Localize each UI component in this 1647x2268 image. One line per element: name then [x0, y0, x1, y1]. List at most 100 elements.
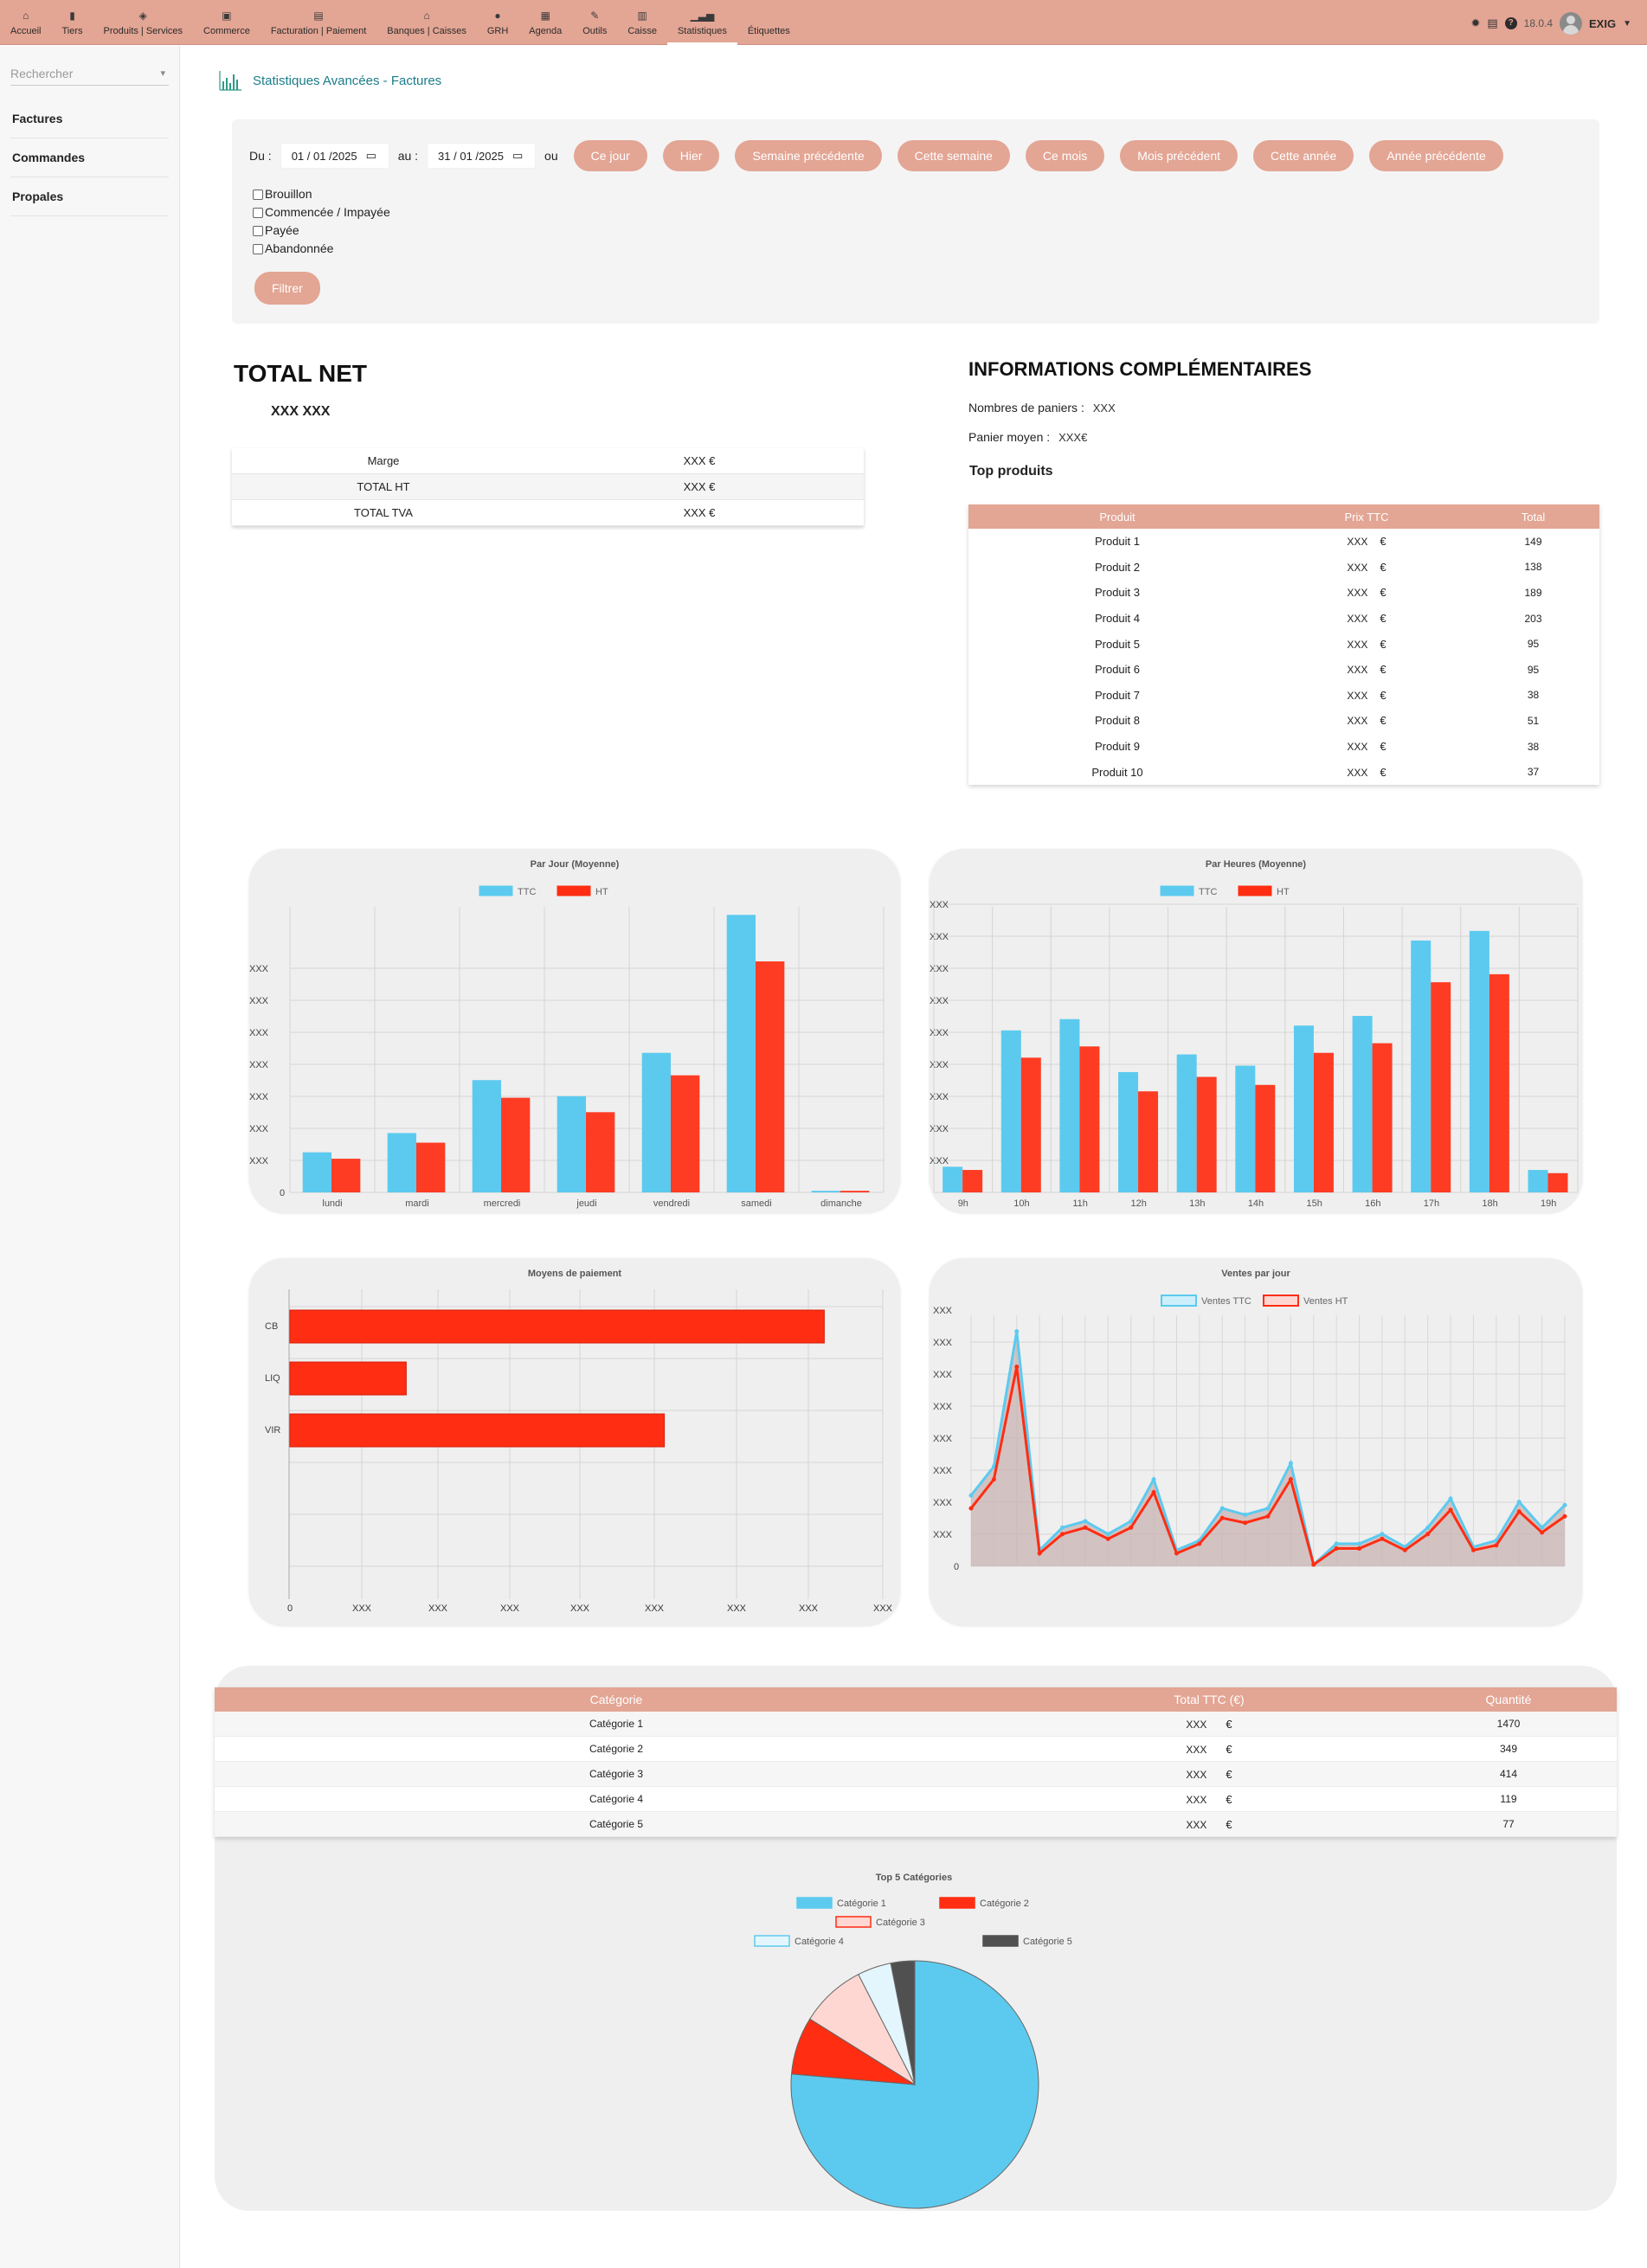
bar-ttc-13h[interactable]	[1176, 1054, 1197, 1192]
legend-swatch-categorie-3[interactable]	[835, 1916, 872, 1928]
sidebar-item-commandes[interactable]: Commandes	[10, 138, 169, 177]
search-select[interactable]: Rechercher	[10, 63, 169, 86]
status-checkbox[interactable]	[253, 207, 263, 218]
nav-item-statistiques[interactable]: ▁▃▅ Statistiques	[666, 0, 737, 45]
nav-item-produits-services[interactable]: ◈ Produits | Services	[93, 0, 194, 45]
nav-item-commerce[interactable]: ▣ Commerce	[193, 0, 261, 45]
point-ventes-ht[interactable]	[1380, 1536, 1385, 1541]
legend-swatch-categorie-1[interactable]	[796, 1897, 833, 1909]
point-ventes-ht[interactable]	[1357, 1546, 1362, 1552]
col-header-total[interactable]: Total	[1521, 510, 1546, 524]
bug-icon[interactable]: ✹	[1470, 16, 1481, 29]
bar-ht-19h[interactable]	[1547, 1173, 1568, 1192]
bar-ttc-vendredi[interactable]	[641, 1052, 672, 1192]
nav-item-agenda[interactable]: ▦ Agenda	[518, 0, 572, 45]
quick-range-cette-annee[interactable]: Cette année	[1253, 140, 1354, 171]
point-ventes-ttc[interactable]	[1334, 1541, 1339, 1546]
point-ventes-ht[interactable]	[1540, 1530, 1545, 1535]
legend-swatch-categorie-5[interactable]	[982, 1935, 1019, 1947]
col-header-prix[interactable]: Prix TTC	[1344, 510, 1389, 524]
date-to-input[interactable]: 31 / 01 /2025 ▭	[427, 143, 537, 169]
bar-ht-11h[interactable]	[1079, 1046, 1100, 1192]
pie-slice-categorie-1[interactable]	[790, 1960, 1039, 2209]
point-ventes-ht[interactable]	[1425, 1532, 1431, 1537]
sidebar-item-factures[interactable]: Factures	[10, 100, 169, 138]
point-ventes-ht[interactable]	[1288, 1477, 1293, 1482]
point-ventes-ht[interactable]	[991, 1477, 996, 1482]
bar-payment-cb[interactable]	[289, 1309, 825, 1344]
bar-ht-10h[interactable]	[1020, 1057, 1041, 1192]
point-ventes-ht[interactable]	[1402, 1547, 1407, 1552]
point-ventes-ht[interactable]	[1311, 1562, 1316, 1567]
point-ventes-ttc[interactable]	[1425, 1525, 1431, 1530]
bar-ht-14h[interactable]	[1255, 1084, 1276, 1192]
point-ventes-ht[interactable]	[1219, 1515, 1225, 1520]
bar-ttc-dimanche[interactable]	[811, 1191, 841, 1192]
status-checkbox[interactable]	[253, 243, 263, 254]
calendar-icon[interactable]: ▭	[511, 149, 524, 162]
point-ventes-ht[interactable]	[1105, 1536, 1110, 1541]
point-ventes-ht[interactable]	[1151, 1489, 1156, 1494]
legend-swatch-ht[interactable]	[557, 885, 591, 896]
nav-item-tiers[interactable]: ▮ Tiers	[51, 0, 93, 45]
legend-swatch-categorie-4[interactable]	[754, 1935, 790, 1947]
bar-ttc-lundi[interactable]	[302, 1152, 332, 1192]
point-ventes-ttc[interactable]	[968, 1493, 974, 1498]
pie-slice-categorie-5[interactable]	[890, 1960, 916, 2085]
bar-ttc-9h[interactable]	[943, 1166, 963, 1192]
bar-ht-lundi[interactable]	[331, 1159, 361, 1192]
bar-payment-liq[interactable]	[289, 1361, 407, 1396]
legend-swatch-ventes-ht[interactable]	[1263, 1295, 1299, 1307]
bar-ht-9h[interactable]	[962, 1170, 983, 1192]
print-icon[interactable]: ▤	[1487, 16, 1498, 29]
point-ventes-ht[interactable]	[1516, 1509, 1522, 1514]
help-icon[interactable]: ?	[1504, 17, 1517, 29]
legend-swatch-categorie-2[interactable]	[939, 1897, 975, 1909]
legend-swatch-ttc[interactable]	[1160, 885, 1194, 896]
point-ventes-ttc[interactable]	[1357, 1541, 1362, 1546]
point-ventes-ttc[interactable]	[1151, 1477, 1156, 1482]
quick-range-annee-precedente[interactable]: Année précédente	[1369, 140, 1503, 171]
nav-item-outils[interactable]: ✎ Outils	[572, 0, 617, 45]
point-ventes-ht[interactable]	[1083, 1525, 1088, 1530]
nav-item-accueil[interactable]: ⌂ Accueil	[0, 0, 51, 45]
status-checkbox[interactable]	[253, 225, 263, 236]
avatar[interactable]	[1560, 12, 1583, 35]
bar-ht-jeudi[interactable]	[586, 1112, 615, 1192]
point-ventes-ht[interactable]	[1470, 1547, 1476, 1552]
point-ventes-ht[interactable]	[1494, 1543, 1499, 1548]
bar-ht-13h[interactable]	[1196, 1076, 1217, 1192]
legend-swatch-ht[interactable]	[1238, 885, 1272, 896]
legend-swatch-ventes-ttc[interactable]	[1161, 1295, 1197, 1307]
bar-ht-18h[interactable]	[1489, 973, 1509, 1192]
calendar-icon[interactable]: ▭	[365, 149, 376, 162]
bar-ttc-15h[interactable]	[1293, 1025, 1314, 1192]
bar-ht-mardi[interactable]	[416, 1142, 446, 1192]
filter-button[interactable]: Filtrer	[254, 272, 320, 305]
status-checkbox[interactable]	[253, 189, 263, 200]
point-ventes-ht[interactable]	[1014, 1364, 1020, 1369]
point-ventes-ht[interactable]	[1129, 1525, 1134, 1530]
bar-ttc-mercredi[interactable]	[472, 1080, 502, 1192]
col-header-categorie[interactable]: Catégorie	[589, 1693, 643, 1706]
bar-ht-mercredi[interactable]	[501, 1097, 531, 1192]
point-ventes-ttc[interactable]	[1243, 1513, 1248, 1518]
point-ventes-ht[interactable]	[1448, 1507, 1453, 1513]
point-ventes-ht[interactable]	[1243, 1520, 1248, 1526]
point-ventes-ttc[interactable]	[1060, 1525, 1065, 1530]
point-ventes-ht[interactable]	[1197, 1541, 1202, 1546]
bar-ttc-18h[interactable]	[1469, 930, 1489, 1192]
quick-range-ce-jour[interactable]: Ce jour	[573, 140, 647, 171]
bar-ttc-jeudi[interactable]	[557, 1095, 587, 1192]
point-ventes-ttc[interactable]	[1129, 1519, 1134, 1524]
bar-ht-17h[interactable]	[1431, 982, 1451, 1192]
quick-range-mois-precedent[interactable]: Mois précédent	[1120, 140, 1238, 171]
point-ventes-ttc[interactable]	[1014, 1329, 1020, 1334]
point-ventes-ht[interactable]	[1060, 1532, 1065, 1537]
point-ventes-ttc[interactable]	[1219, 1506, 1225, 1511]
point-ventes-ht[interactable]	[968, 1506, 974, 1511]
quick-range-cette-semaine[interactable]: Cette semaine	[897, 140, 1010, 171]
bar-payment-vir[interactable]	[289, 1413, 666, 1448]
quick-range-ce-mois[interactable]: Ce mois	[1025, 140, 1105, 171]
point-ventes-ttc[interactable]	[1288, 1461, 1293, 1466]
